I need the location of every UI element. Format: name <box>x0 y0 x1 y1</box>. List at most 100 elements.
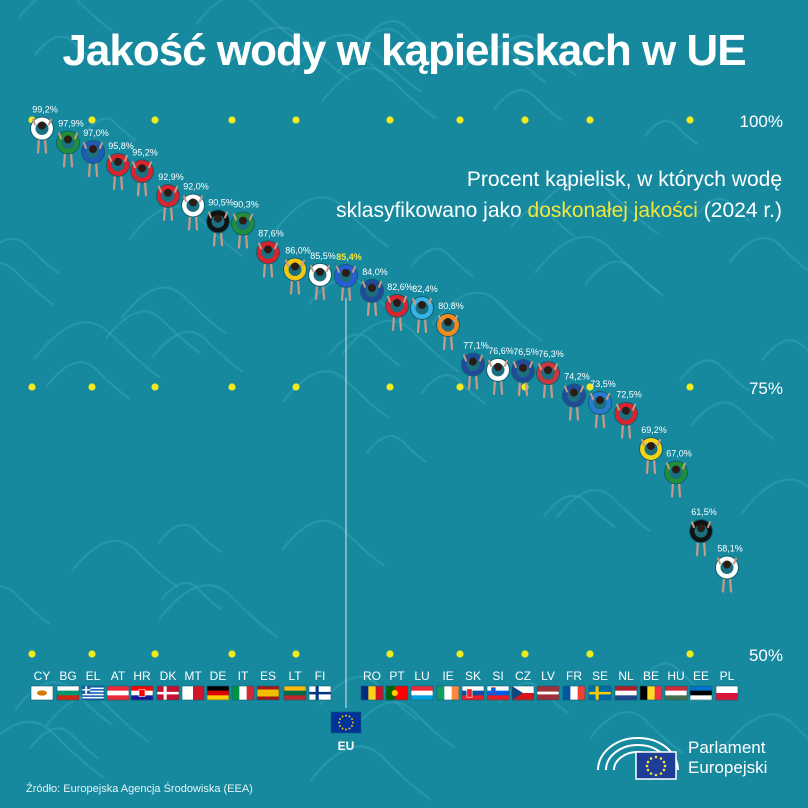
swimmer-arm <box>529 360 533 368</box>
logo-line-1: Parlament <box>688 738 766 757</box>
swimmer-arm <box>258 242 262 250</box>
guide-dot <box>456 116 464 124</box>
swimmer-arm <box>554 363 558 371</box>
flag-cz <box>511 685 535 701</box>
swimmer-be: 69,2% <box>639 425 667 475</box>
subtitle-line-2-prefix: sklasyfikowano jako <box>336 199 528 222</box>
category-label: EE <box>693 669 709 683</box>
swimmer-arm <box>641 438 645 446</box>
swimmer-arm <box>387 295 391 303</box>
swimmer-arm <box>199 195 203 203</box>
swimmer-arm <box>707 521 711 529</box>
value-label: 99,2% <box>32 105 58 115</box>
guide-dot <box>686 383 694 391</box>
water-ripple <box>365 434 427 463</box>
water-ripple <box>728 236 808 273</box>
guide-dot <box>386 383 394 391</box>
swimmer-arm <box>336 265 340 273</box>
swimmer-arm <box>580 385 584 393</box>
flag-fi <box>308 685 332 701</box>
value-label: 95,2% <box>132 147 158 157</box>
swimmer-head <box>114 157 122 166</box>
value-label: 72,5% <box>616 390 642 400</box>
swimmer-arm <box>488 359 492 367</box>
swimmer-arm <box>99 142 103 150</box>
water-ripple <box>761 339 808 361</box>
flag-hr <box>130 685 154 701</box>
water-ripple <box>410 247 474 278</box>
guide-dot <box>586 116 594 124</box>
water-ripple <box>319 675 418 721</box>
guide-dot <box>88 650 96 658</box>
guide-dot <box>28 650 36 658</box>
guide-dot <box>456 650 464 658</box>
swimmer-leg <box>416 316 421 334</box>
swimmer-leg <box>645 457 650 475</box>
swimmer-leg <box>542 382 547 399</box>
swimmer-leg <box>289 278 294 295</box>
swimmer-head <box>342 268 350 277</box>
swimmer-arm <box>733 557 737 565</box>
swimmer-leg <box>212 230 217 247</box>
swimmer-arm <box>158 185 162 193</box>
value-label: 86,0% <box>285 246 311 256</box>
water-ripple <box>45 361 131 400</box>
water-ripple <box>341 319 460 374</box>
swimmer-leg <box>296 278 301 295</box>
swimmer-el: 97,0% <box>81 128 109 178</box>
category-label: AT <box>111 669 126 683</box>
water-ripple <box>555 488 652 533</box>
swimmer-leg <box>244 232 249 249</box>
flag-be <box>639 685 663 701</box>
swimmer-leg <box>69 151 74 168</box>
swimmer-head <box>64 135 72 144</box>
flag-si <box>486 685 510 701</box>
swimmer-arm <box>124 154 128 162</box>
water-ripple <box>462 44 546 84</box>
flag-eu <box>330 711 362 734</box>
swimmer-fi: 85,5% <box>308 251 336 300</box>
guide-dot <box>151 650 159 658</box>
swimmer-arm <box>249 213 253 221</box>
water-ripple <box>195 0 296 40</box>
guide-dot <box>686 116 694 124</box>
swimmer-leg <box>442 333 447 351</box>
guide-dot <box>151 116 159 124</box>
water-ripple <box>104 310 201 354</box>
guide-dot <box>292 383 300 391</box>
water-ripple <box>151 330 243 373</box>
swimmer-leg <box>423 316 428 334</box>
swimmer-leg <box>347 284 352 302</box>
category-label: MT <box>184 669 202 683</box>
value-label: 73,5% <box>590 379 616 389</box>
guide-dot <box>228 116 236 124</box>
swimmer-leg <box>568 404 573 421</box>
swimmer-head <box>89 145 97 154</box>
value-label: 80,8% <box>438 301 464 311</box>
water-ripple <box>158 584 279 639</box>
swimmer-arm <box>183 195 187 203</box>
category-label: NL <box>618 669 634 683</box>
swimmer-arm <box>174 185 178 193</box>
flag-at <box>106 685 130 701</box>
source-note: Źródło: Europejska Agencja Środowiska (E… <box>26 783 253 795</box>
swimmer-arm <box>717 557 721 565</box>
value-label: 67,0% <box>666 448 692 458</box>
swimmer-arm <box>362 280 366 288</box>
swimmer-leg <box>112 173 117 190</box>
swimmer-head <box>596 396 604 405</box>
flag-sk <box>461 685 485 701</box>
value-label: 76,3% <box>538 349 564 359</box>
swimmer-head <box>164 188 172 197</box>
swimmer-eu: 85,4% <box>334 252 362 708</box>
swimmer-head <box>264 245 272 254</box>
water-ripple <box>510 207 576 238</box>
swimmer-leg <box>162 204 167 221</box>
water-ripple <box>28 727 100 760</box>
value-label: 82,6% <box>387 282 413 292</box>
water-ripple <box>588 711 684 755</box>
water-ripple <box>740 478 808 514</box>
swimmer-arm <box>208 211 212 219</box>
